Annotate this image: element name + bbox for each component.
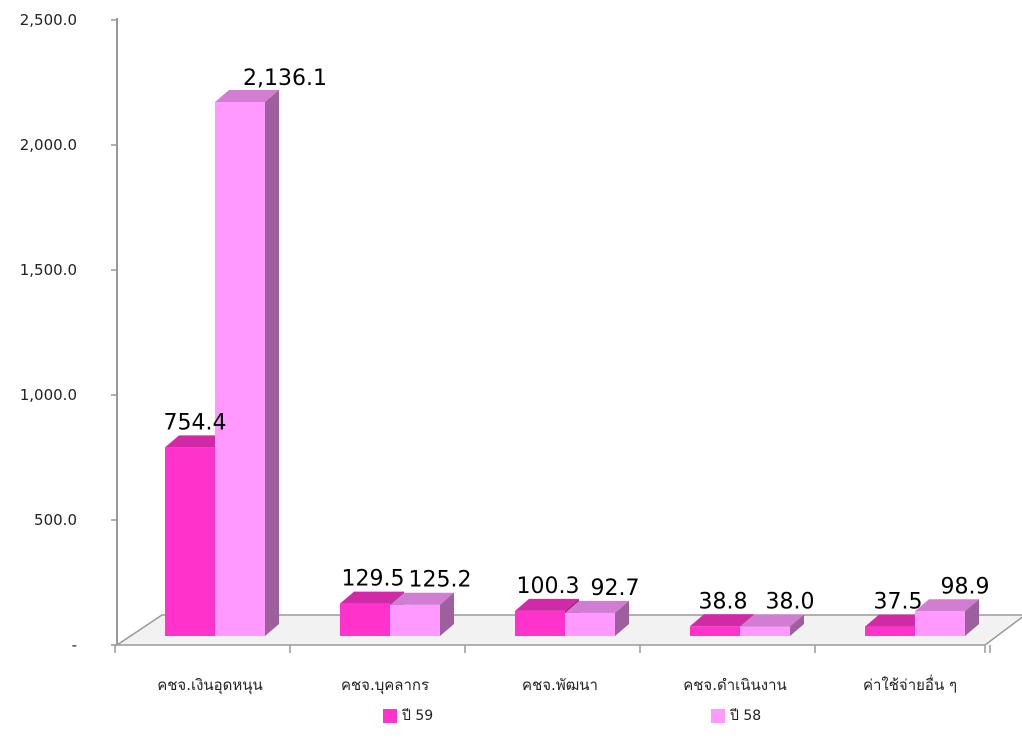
bar-front	[215, 101, 265, 637]
bar-front	[565, 612, 615, 636]
bar-front	[865, 626, 915, 636]
x-category-label: คชจ.พัฒนา	[522, 676, 598, 694]
legend-label: ปี 59	[402, 708, 434, 724]
data-label: 754.4	[164, 410, 227, 435]
bar-top	[865, 614, 929, 627]
bar-front	[340, 603, 390, 636]
bar-side	[440, 592, 454, 636]
y-tick-label: 2,500.0	[20, 11, 77, 29]
bar-top	[215, 89, 279, 102]
data-label: 98.9	[941, 574, 990, 599]
bar-front	[740, 626, 790, 636]
y-tick-label: 500.0	[34, 511, 77, 529]
bar-front	[915, 611, 965, 636]
data-label: 2,136.1	[243, 66, 327, 91]
bar-top	[740, 614, 804, 627]
bar-top	[340, 591, 404, 604]
bar-top	[690, 614, 754, 627]
legend-item: ปี 59	[383, 708, 433, 724]
bar	[740, 614, 804, 636]
data-label: 92.7	[591, 576, 640, 601]
bar	[915, 599, 979, 636]
bar-front	[690, 626, 740, 636]
bar-top	[165, 435, 229, 448]
bar-top	[515, 598, 579, 611]
y-tick-label: 2,000.0	[20, 136, 77, 154]
data-label: 100.3	[517, 574, 580, 599]
bar-front	[390, 604, 440, 636]
bar-front	[515, 610, 565, 636]
legend-swatch	[383, 709, 397, 723]
legend-item: ปี 58	[711, 708, 761, 724]
bar-top	[915, 599, 979, 612]
bar-side	[965, 599, 979, 636]
y-tick-label: -	[72, 636, 77, 654]
bar-top	[565, 600, 629, 613]
bar-side	[265, 89, 279, 637]
x-category-label: คชจ.ดำเนินงาน	[683, 676, 787, 694]
y-tick-label: 1,000.0	[20, 386, 77, 404]
chart-data-labels: 754.4 2,136.1 129.5 125.2 100.3 92.7 38.8 38.0 3…	[164, 66, 990, 615]
chart-bars	[165, 89, 979, 637]
legend-swatch	[711, 709, 725, 723]
x-category-label: คชจ.เงินอุดหนุน	[157, 676, 263, 695]
bar-side	[790, 614, 804, 636]
bar	[390, 592, 454, 636]
data-label: 38.0	[766, 590, 815, 615]
data-label: 125.2	[409, 568, 472, 593]
x-category-label: คชจ.บุคลากร	[341, 676, 429, 695]
y-tick-label: 1,500.0	[20, 261, 77, 279]
data-label: 129.5	[342, 567, 405, 592]
x-category-label: ค่าใช้จ่ายอื่น ๆ	[863, 674, 957, 694]
bar	[215, 89, 279, 637]
chart-legend: ปี 59 ปี 58	[383, 708, 761, 724]
bar-front	[165, 447, 215, 636]
bar	[565, 600, 629, 636]
bar-side	[615, 600, 629, 636]
bar-top	[390, 592, 454, 605]
data-label: 38.8	[699, 589, 748, 614]
data-label: 37.5	[874, 590, 923, 615]
legend-label: ปี 58	[730, 708, 762, 724]
